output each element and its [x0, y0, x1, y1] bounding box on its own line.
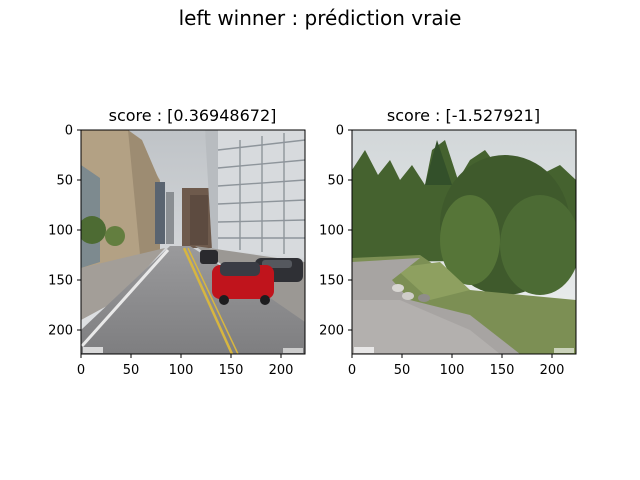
- right-axes-title: score : [-1.527921]: [386, 106, 541, 125]
- right-axes-frame: [351, 129, 577, 355]
- left-street-image: [81, 130, 305, 354]
- left-xtick-label: 200: [269, 363, 294, 378]
- right-xtick-label: 200: [540, 363, 565, 378]
- right-xtick-label: 0: [348, 363, 356, 378]
- left-xtick-label: 100: [169, 363, 194, 378]
- left-axes-title: score : [0.36948672]: [108, 106, 277, 125]
- right-ytick-label: 100: [319, 224, 344, 239]
- figure-suptitle: left winner : prédiction vraie: [178, 6, 462, 30]
- right-ytick-label: 50: [327, 174, 344, 189]
- left-axes-frame: [80, 129, 306, 355]
- right-axes-ticks: 0 50 100 150 200 0 50 100 150 200: [319, 124, 564, 379]
- right-ytick-label: 0: [336, 124, 344, 139]
- left-xtick-label: 50: [123, 363, 140, 378]
- left-ytick-label: 0: [65, 124, 73, 139]
- left-ytick-label: 50: [56, 174, 73, 189]
- right-xtick-label: 100: [440, 363, 465, 378]
- left-ytick-label: 200: [48, 324, 73, 339]
- right-xtick-label: 150: [490, 363, 515, 378]
- right-ytick-label: 200: [319, 324, 344, 339]
- left-ytick-label: 100: [48, 224, 73, 239]
- left-xtick-label: 0: [77, 363, 85, 378]
- right-xtick-label: 50: [394, 363, 411, 378]
- left-ytick-label: 150: [48, 274, 73, 289]
- left-axes-ticks: 0 50 100 150 200 0 50 100 150 200: [48, 124, 293, 379]
- left-xtick-label: 150: [219, 363, 244, 378]
- right-park-image: [352, 130, 576, 354]
- right-ytick-label: 150: [319, 274, 344, 289]
